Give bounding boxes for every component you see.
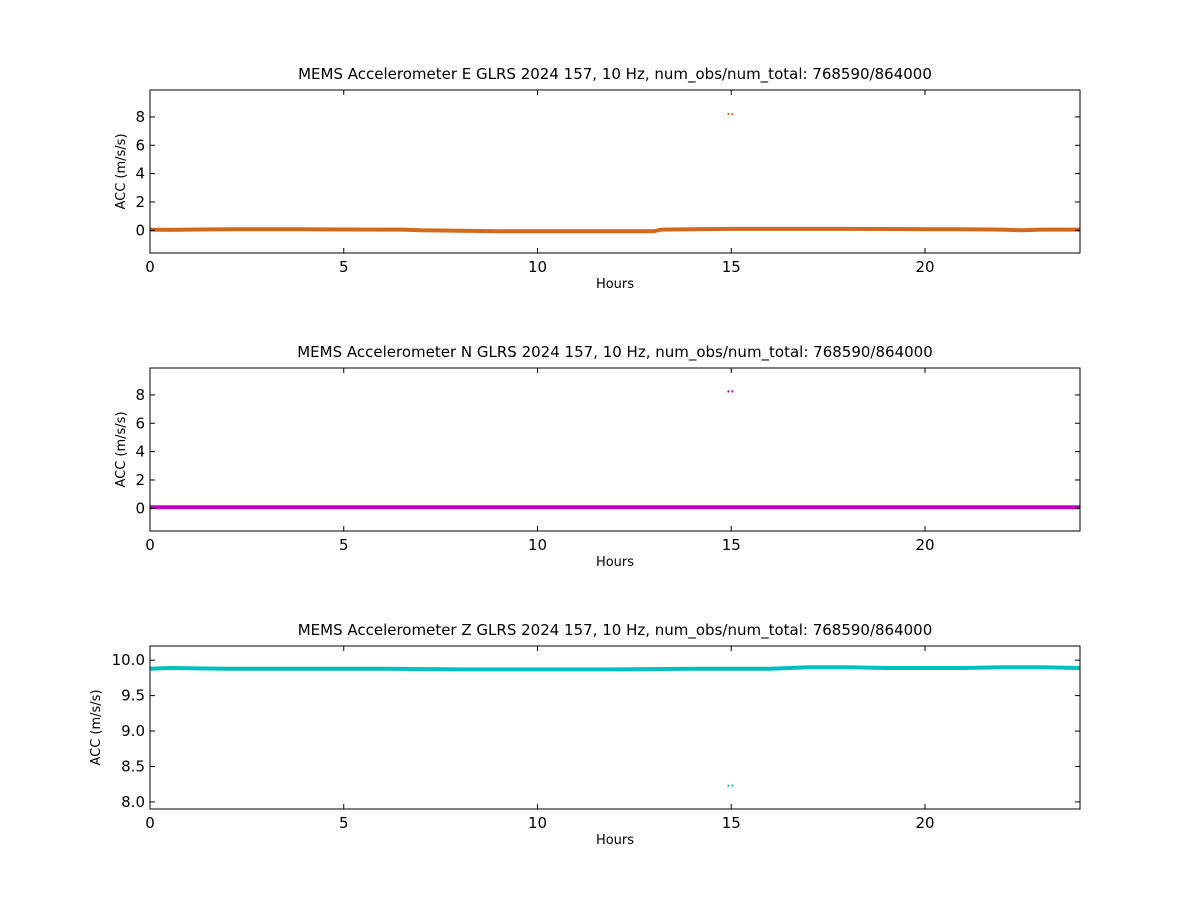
x-tick-label: 20 — [915, 814, 934, 832]
outlier-point — [731, 113, 734, 116]
outlier-point — [731, 784, 734, 787]
x-tick-label: 5 — [339, 814, 349, 832]
x-tick-label: 20 — [915, 536, 934, 554]
axes-frame — [149, 367, 1081, 532]
x-tick-label: 15 — [722, 536, 741, 554]
chart-title: MEMS Accelerometer E GLRS 2024 157, 10 H… — [298, 65, 932, 84]
x-tick-label: 0 — [145, 258, 155, 276]
series-main-line — [150, 226, 1080, 234]
axes-frame — [149, 89, 1081, 254]
chart-title: MEMS Accelerometer N GLRS 2024 157, 10 H… — [297, 343, 933, 362]
subplot-2: MEMS Accelerometer N GLRS 2024 157, 10 H… — [114, 343, 1081, 570]
chart-title: MEMS Accelerometer Z GLRS 2024 157, 10 H… — [298, 621, 933, 640]
x-axis-label: Hours — [596, 277, 634, 292]
x-tick-label: 0 — [145, 536, 155, 554]
x-tick-label: 10 — [528, 258, 547, 276]
x-tick-label: 10 — [528, 814, 547, 832]
y-axis-label: ACC (m/s/s) — [114, 411, 129, 487]
x-tick-label: 0 — [145, 814, 155, 832]
x-axis-label: Hours — [596, 555, 634, 570]
y-tick-label: 10.0 — [112, 651, 145, 669]
outlier-point — [727, 784, 730, 787]
y-tick-label: 8 — [135, 108, 145, 126]
y-tick-label: 9.5 — [121, 687, 145, 705]
y-tick-label: 0 — [135, 221, 145, 239]
y-axis-label: ACC (m/s/s) — [114, 133, 129, 209]
subplot-1: MEMS Accelerometer E GLRS 2024 157, 10 H… — [114, 65, 1081, 292]
outlier-point — [727, 390, 730, 393]
x-tick-label: 10 — [528, 536, 547, 554]
plot-area — [150, 665, 1080, 787]
outlier-point — [727, 113, 730, 116]
x-tick-label: 5 — [339, 258, 349, 276]
y-tick-label: 0 — [135, 499, 145, 517]
y-tick-label: 9.0 — [121, 722, 145, 740]
subplot-3: MEMS Accelerometer Z GLRS 2024 157, 10 H… — [89, 621, 1081, 848]
outlier-point — [731, 390, 734, 393]
y-tick-label: 6 — [135, 414, 145, 432]
x-tick-label: 15 — [722, 258, 741, 276]
y-tick-label: 8.5 — [121, 757, 145, 775]
x-tick-label: 20 — [915, 258, 934, 276]
y-tick-label: 6 — [135, 136, 145, 154]
y-tick-label: 2 — [135, 193, 145, 211]
y-tick-label: 4 — [135, 443, 145, 461]
plot-area — [150, 113, 1080, 234]
x-tick-label: 15 — [722, 814, 741, 832]
y-tick-label: 8 — [135, 386, 145, 404]
x-tick-label: 5 — [339, 536, 349, 554]
x-axis-label: Hours — [596, 833, 634, 848]
axes-frame — [149, 645, 1081, 810]
y-tick-label: 8.0 — [121, 793, 145, 811]
series-main-line — [150, 665, 1080, 672]
y-axis-label: ACC (m/s/s) — [89, 689, 104, 765]
y-tick-label: 4 — [135, 165, 145, 183]
plot-area — [150, 390, 1080, 510]
y-tick-label: 2 — [135, 471, 145, 489]
